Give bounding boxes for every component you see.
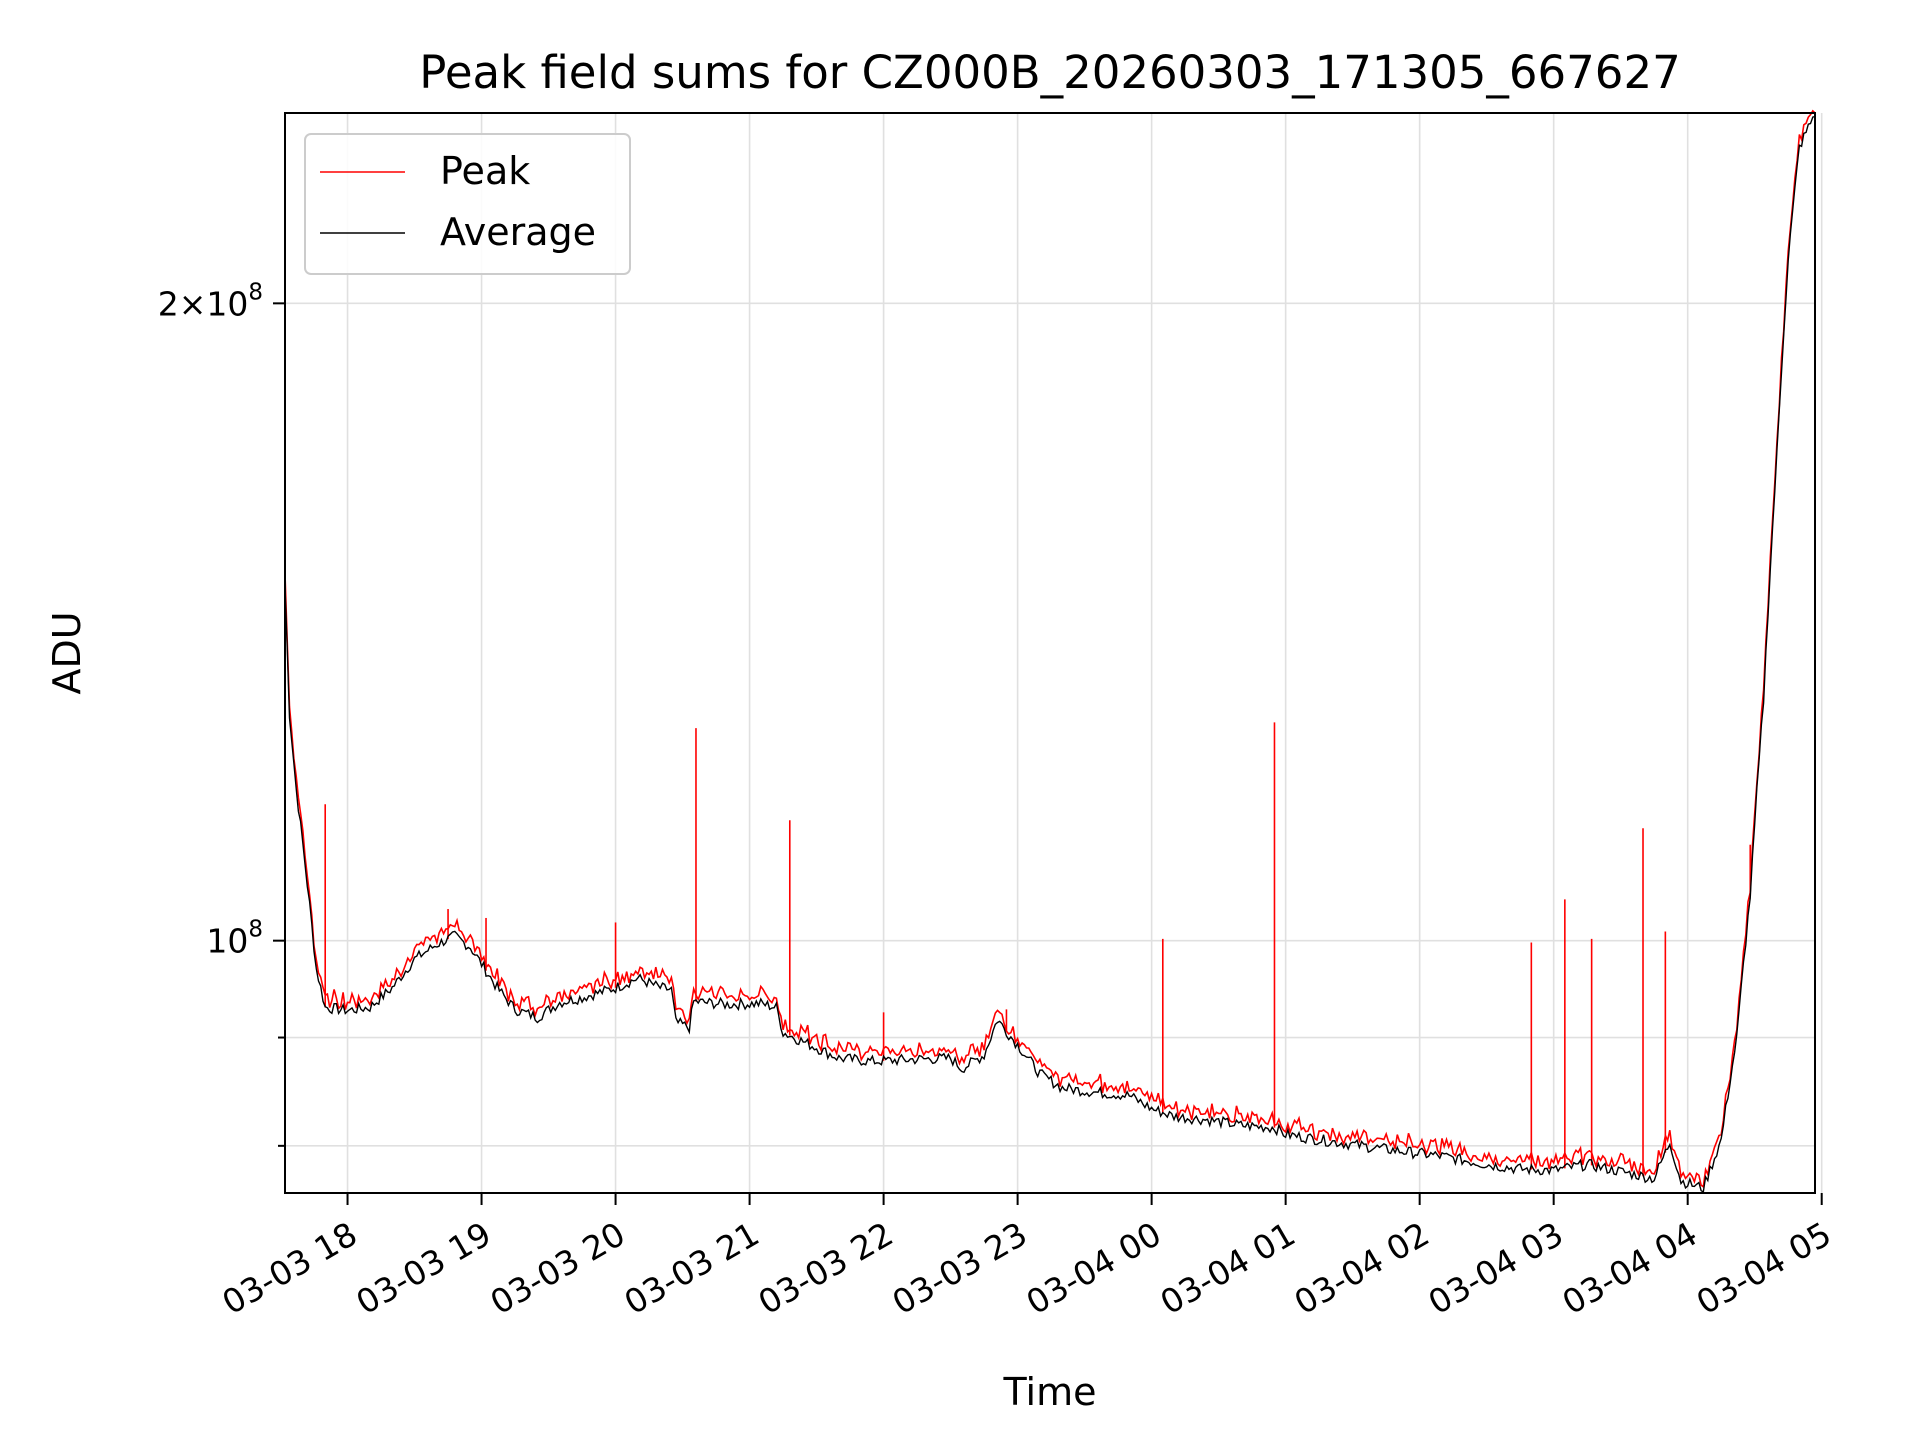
x-tick-label: 03-03 22 <box>752 1214 900 1322</box>
legend-label-peak: Peak <box>440 149 530 193</box>
series-line-average <box>284 115 1816 1194</box>
series-line-peak <box>284 109 1816 1189</box>
x-tick-label: 03-04 03 <box>1422 1214 1570 1322</box>
plot-frame <box>284 112 1816 1194</box>
legend-label-average: Average <box>440 210 596 254</box>
y-axis-label: ADU <box>45 611 89 694</box>
x-tick-label: 03-04 00 <box>1020 1214 1168 1322</box>
x-tick-label: 03-03 21 <box>618 1214 766 1322</box>
plot-area <box>284 109 1816 1194</box>
x-tick-label: 03-03 19 <box>350 1214 498 1322</box>
y-tick-label: 2×108 <box>158 279 263 323</box>
grid-lines <box>285 113 1823 1193</box>
x-axis-label: Time <box>1003 1370 1097 1414</box>
x-tick-label: 03-03 23 <box>886 1214 1034 1322</box>
x-tick-label: 03-04 04 <box>1556 1214 1704 1322</box>
x-tick-label: 03-04 01 <box>1154 1214 1302 1322</box>
x-tick-label: 03-03 18 <box>216 1214 364 1322</box>
legend: Peak Average <box>304 133 631 275</box>
legend-box <box>304 133 631 275</box>
x-tick-label: 03-03 20 <box>484 1214 632 1322</box>
y-tick-label: 108 <box>206 917 263 961</box>
x-tick-label: 03-04 05 <box>1690 1214 1838 1322</box>
chart-title: Peak field sums for CZ000B_20260303_1713… <box>419 46 1680 99</box>
x-tick-label: 03-04 02 <box>1288 1214 1436 1322</box>
